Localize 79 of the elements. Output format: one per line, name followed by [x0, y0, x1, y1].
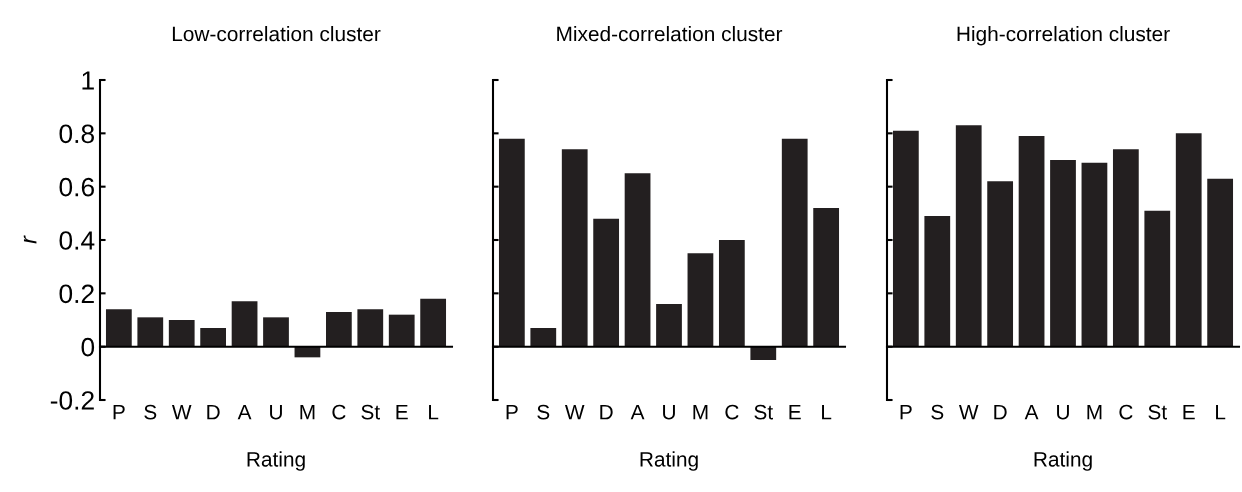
bar: [1175, 133, 1202, 347]
x-tick-label: D: [600, 404, 613, 420]
x-axis-title: Rating: [640, 451, 698, 471]
bar: [530, 328, 557, 347]
y-tick-label: 1: [82, 71, 94, 90]
x-tick-label: S: [537, 404, 550, 420]
y-axis-title: r: [23, 235, 37, 244]
bar: [357, 309, 384, 347]
bar: [750, 346, 777, 360]
bar: [1112, 149, 1139, 347]
bar: [1144, 210, 1171, 347]
x-tick-label: St: [1148, 404, 1167, 420]
x-tick-label: U: [270, 404, 282, 420]
x-tick-label: St: [361, 404, 380, 420]
x-tick-label: L: [822, 404, 832, 420]
x-tick-label: L: [1216, 404, 1226, 420]
bar: [813, 208, 840, 347]
x-tick-label: L: [429, 404, 439, 420]
bar: [593, 218, 620, 347]
bar: [718, 240, 745, 347]
x-tick-label: A: [237, 404, 252, 420]
bar: [781, 138, 808, 347]
y-tick-label: -0.2: [50, 391, 94, 410]
x-tick-label: M: [1087, 404, 1102, 420]
x-tick-label: C: [1119, 404, 1133, 420]
bar: [263, 317, 289, 347]
bar: [987, 181, 1014, 347]
x-tick-label: M: [693, 404, 708, 420]
x-tick-label: A: [1024, 404, 1039, 420]
x-tick-label: E: [1183, 404, 1195, 420]
x-tick-label: A: [630, 404, 645, 420]
x-axis-title: Rating: [1034, 451, 1092, 471]
chart-title: Low-correlation cluster: [172, 26, 381, 42]
x-tick-label: D: [994, 404, 1007, 420]
x-tick-label: E: [789, 404, 801, 420]
x-tick-label: W: [171, 404, 192, 420]
x-tick-label: S: [144, 404, 157, 420]
bar: [231, 301, 258, 347]
x-tick-label: M: [300, 404, 315, 420]
bar: [656, 304, 682, 347]
x-tick-label: D: [207, 404, 220, 420]
bar: [1207, 178, 1234, 347]
bar: [137, 317, 164, 347]
x-tick-label: C: [725, 404, 739, 420]
y-tick-label: 0.6: [59, 177, 94, 197]
x-tick-label: U: [1057, 404, 1069, 420]
bar: [561, 149, 588, 347]
bar: [1018, 136, 1045, 347]
bar: [624, 173, 651, 347]
x-tick-label: U: [663, 404, 675, 420]
bar: [955, 125, 982, 347]
bar: [105, 309, 132, 347]
x-tick-label: C: [332, 404, 346, 420]
bar: [200, 328, 227, 347]
bar: [1081, 162, 1108, 347]
bar: [1050, 160, 1076, 347]
chart-title: Mixed-correlation cluster: [557, 26, 783, 42]
x-tick-label: W: [564, 404, 585, 420]
bar: [388, 314, 415, 347]
y-tick-label: 0.2: [59, 284, 94, 304]
bar: [168, 320, 195, 347]
x-tick-label: S: [931, 404, 944, 420]
bar: [687, 253, 714, 347]
bar: [420, 298, 447, 347]
bar: [498, 138, 525, 347]
bar: [892, 130, 919, 347]
x-tick-label: P: [113, 404, 125, 420]
y-tick-label: 0.4: [59, 231, 95, 250]
x-tick-label: W: [958, 404, 979, 420]
x-axis-title: Rating: [247, 451, 305, 471]
x-tick-label: St: [754, 404, 773, 420]
x-tick-label: E: [396, 404, 408, 420]
y-tick-label: 0: [81, 337, 95, 357]
bar: [924, 216, 951, 347]
x-tick-label: P: [900, 404, 912, 420]
x-tick-label: P: [506, 404, 518, 420]
bar: [325, 312, 352, 347]
y-tick-label: 0.8: [59, 124, 94, 144]
chart-title: High-correlation cluster: [957, 26, 1170, 46]
